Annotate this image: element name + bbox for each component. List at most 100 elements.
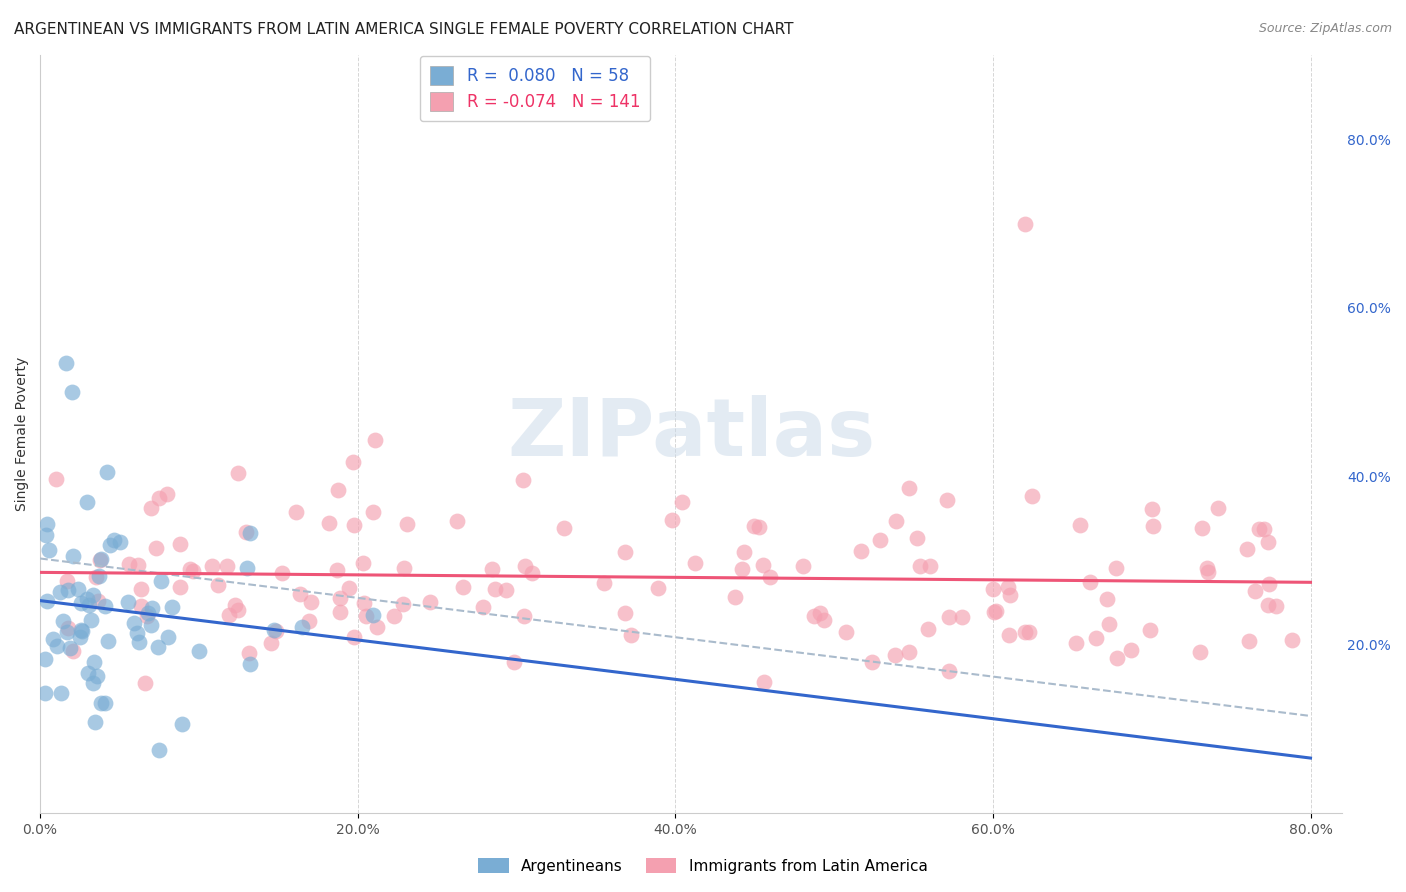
Point: [46, 639, 69, 653]
Text: Source: ZipAtlas.com: Source: ZipAtlas.com: [1258, 22, 1392, 36]
Point: [60, 384, 83, 399]
Point: [169, 536, 191, 550]
Point: [98, 538, 121, 552]
Point: [329, 591, 352, 606]
Point: [337, 581, 360, 595]
Legend: Argentineans, Immigrants from Latin America: Argentineans, Immigrants from Latin Amer…: [472, 852, 934, 880]
Point: [343, 631, 366, 645]
Point: [366, 619, 388, 633]
Point: [49, 685, 72, 699]
Legend: R =  0.080   N = 58, R = -0.074   N = 141: R = 0.080 N = 58, R = -0.074 N = 141: [420, 56, 650, 121]
Point: [553, 521, 575, 535]
Point: [983, 605, 1005, 619]
Point: [90, 552, 112, 566]
Point: [1197, 561, 1219, 575]
Point: [395, 517, 418, 532]
Point: [481, 562, 503, 576]
Point: [752, 558, 775, 572]
Point: [67, 582, 90, 596]
Point: [156, 630, 179, 644]
Point: [742, 519, 765, 533]
Point: [1253, 522, 1275, 536]
Point: [419, 595, 441, 609]
Point: [35, 593, 58, 607]
Point: [127, 558, 149, 572]
Point: [683, 556, 706, 570]
Point: [172, 717, 194, 731]
Point: [260, 636, 283, 650]
Point: [1237, 634, 1260, 648]
Point: [1104, 560, 1126, 574]
Point: [96, 465, 118, 479]
Point: [181, 564, 204, 578]
Point: [224, 598, 246, 612]
Point: [69, 630, 91, 644]
Point: [226, 467, 249, 481]
Point: [328, 605, 350, 619]
Point: [45, 472, 67, 486]
Point: [392, 597, 415, 611]
Point: [266, 624, 288, 638]
Point: [70, 624, 93, 639]
Point: [495, 583, 517, 598]
Point: [446, 514, 468, 528]
Point: [620, 628, 643, 642]
Point: [1142, 519, 1164, 533]
Point: [235, 524, 257, 539]
Point: [1097, 591, 1119, 606]
Point: [342, 455, 364, 469]
Point: [884, 514, 907, 528]
Point: [34, 686, 56, 700]
Point: [884, 648, 907, 663]
Point: [363, 505, 385, 519]
Point: [352, 556, 374, 570]
Point: [56, 574, 79, 589]
Point: [502, 655, 524, 669]
Point: [326, 563, 349, 577]
Point: [1140, 501, 1163, 516]
Point: [733, 545, 755, 559]
Point: [513, 609, 536, 624]
Point: [84, 570, 107, 584]
Point: [55, 355, 77, 369]
Point: [270, 566, 292, 580]
Point: [82, 588, 104, 602]
Point: [41, 632, 63, 647]
Point: [471, 600, 494, 615]
Point: [910, 558, 932, 573]
Point: [84, 715, 107, 730]
Point: [76, 495, 98, 509]
Point: [835, 625, 858, 640]
Point: [156, 487, 179, 501]
Point: [139, 617, 162, 632]
Point: [905, 532, 928, 546]
Point: [35, 516, 58, 531]
Point: [93, 697, 115, 711]
Point: [1018, 624, 1040, 639]
Point: [79, 613, 101, 627]
Point: [1078, 575, 1101, 590]
Point: [97, 634, 120, 648]
Point: [513, 559, 536, 574]
Point: [997, 580, 1019, 594]
Point: [897, 645, 920, 659]
Point: [77, 665, 100, 680]
Point: [354, 609, 377, 624]
Point: [87, 594, 110, 608]
Point: [318, 516, 340, 530]
Point: [1236, 541, 1258, 556]
Point: [593, 576, 616, 591]
Point: [136, 609, 159, 624]
Point: [1014, 217, 1036, 231]
Point: [918, 559, 941, 574]
Point: [613, 606, 636, 620]
Point: [215, 559, 238, 574]
Point: [724, 591, 747, 605]
Text: ZIPatlas: ZIPatlas: [508, 395, 876, 473]
Point: [148, 491, 170, 505]
Point: [141, 600, 163, 615]
Point: [94, 599, 117, 614]
Point: [981, 582, 1004, 597]
Point: [59, 640, 82, 655]
Point: [179, 562, 201, 576]
